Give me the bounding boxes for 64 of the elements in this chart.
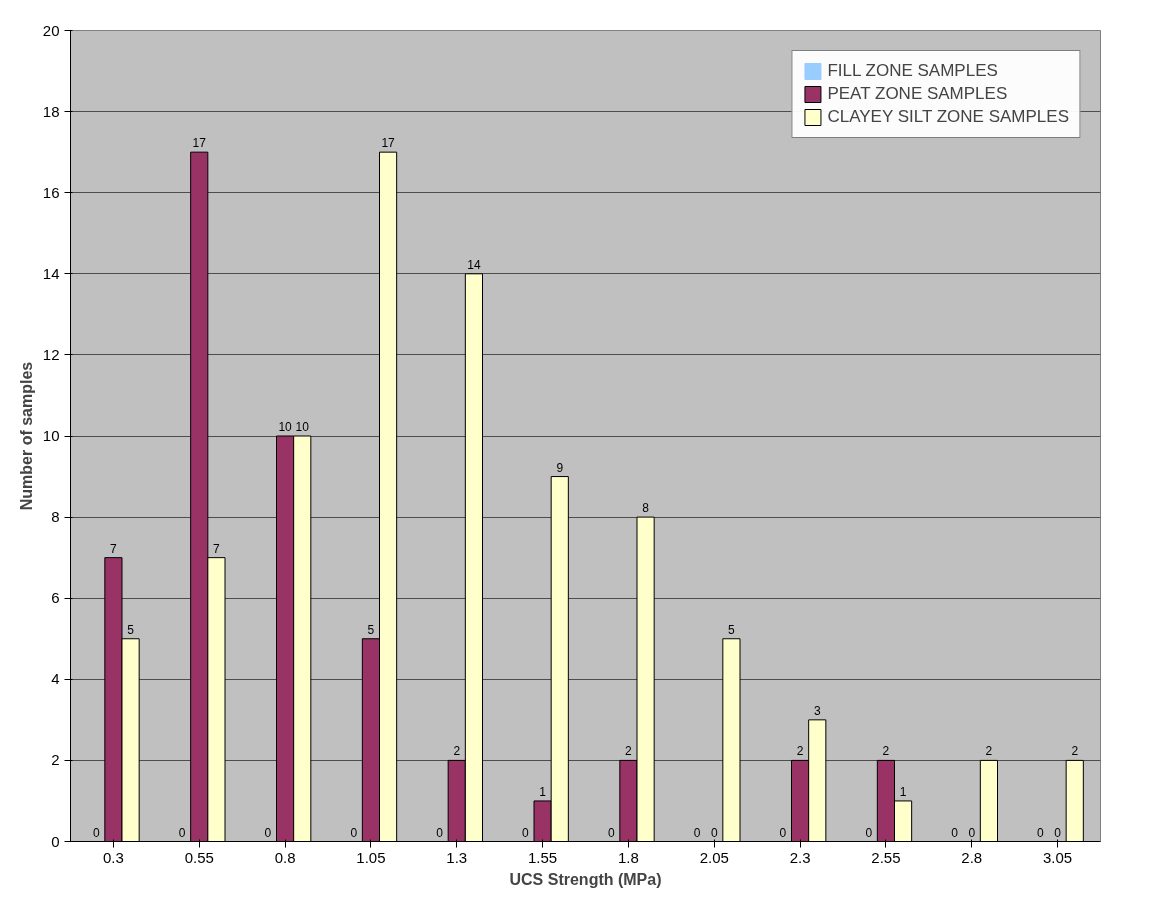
y-axis-title: Number of samples: [17, 361, 35, 511]
y-tick-label: 20: [42, 21, 60, 39]
x-tick-label: 2.3: [789, 848, 811, 866]
data-label: 10: [295, 420, 310, 434]
data-label: 17: [192, 136, 207, 151]
x-tick-label: 2.55: [871, 848, 901, 866]
data-label: 10: [278, 420, 293, 434]
data-label: 7: [213, 541, 221, 556]
data-label: 0: [865, 825, 873, 840]
x-tick-label: 1.05: [356, 848, 386, 866]
data-label: 0: [350, 825, 358, 840]
y-tick-label: 14: [42, 264, 60, 282]
x-tick-label: 1.8: [617, 848, 639, 866]
x-tick-label: 0.55: [184, 848, 214, 866]
x-tick-label: 0.3: [102, 848, 124, 866]
y-tick-label: 12: [42, 345, 60, 363]
data-label: 5: [367, 622, 375, 637]
data-label: 2: [796, 744, 804, 759]
x-tick-label: 1.55: [527, 848, 558, 866]
data-label: 0: [1054, 825, 1062, 840]
data-label: 2: [1071, 744, 1079, 759]
y-tick-label: 18: [42, 102, 60, 120]
data-label: 2: [882, 744, 890, 759]
data-label: 0: [522, 825, 530, 840]
data-label: 2: [453, 744, 461, 759]
data-label: 5: [127, 622, 135, 637]
y-tick-label: 0: [51, 832, 60, 850]
x-tick-label: 0.8: [274, 848, 296, 866]
data-label: 17: [381, 136, 396, 151]
x-tick-label: 3.05: [1042, 848, 1073, 866]
y-tick-label: 2: [51, 751, 60, 769]
x-tick-label: 2.8: [961, 848, 983, 866]
data-label: 1: [899, 784, 907, 799]
data-label: 0: [693, 825, 701, 840]
data-label: 7: [110, 541, 118, 556]
y-tick-label: 4: [51, 670, 60, 688]
y-tick-label: 16: [42, 183, 60, 201]
data-label: 3: [813, 703, 821, 718]
data-label: 0: [264, 825, 272, 840]
data-label: 1: [539, 784, 547, 799]
data-label: 0: [607, 825, 615, 840]
data-label: 9: [556, 460, 564, 475]
data-label: 0: [951, 825, 959, 840]
legend-label: CLAYEY SILT ZONE SAMPLES: [827, 107, 1069, 127]
legend-label: FILL ZONE SAMPLES: [827, 61, 998, 81]
data-label: 14: [467, 257, 481, 272]
y-tick-label: 6: [51, 589, 60, 607]
data-label: 5: [728, 622, 736, 637]
data-label: 2: [625, 744, 633, 759]
data-label: 0: [710, 825, 718, 840]
x-tick-label: 2.05: [699, 848, 729, 866]
data-label: 8: [642, 501, 650, 516]
data-label: 0: [436, 825, 444, 840]
legend-label: PEAT ZONE SAMPLES: [827, 84, 1008, 104]
data-label: 2: [985, 744, 993, 759]
x-tick-label: 1.3: [446, 848, 468, 866]
y-tick-label: 10: [42, 427, 60, 444]
data-label: 0: [1037, 825, 1045, 840]
data-label: 0: [178, 825, 186, 840]
x-axis-title: UCS Strength (MPa): [509, 870, 662, 888]
data-label: 0: [779, 825, 787, 840]
data-label: 0: [968, 825, 976, 840]
data-label: 0: [92, 825, 100, 840]
y-tick-label: 8: [51, 508, 60, 526]
